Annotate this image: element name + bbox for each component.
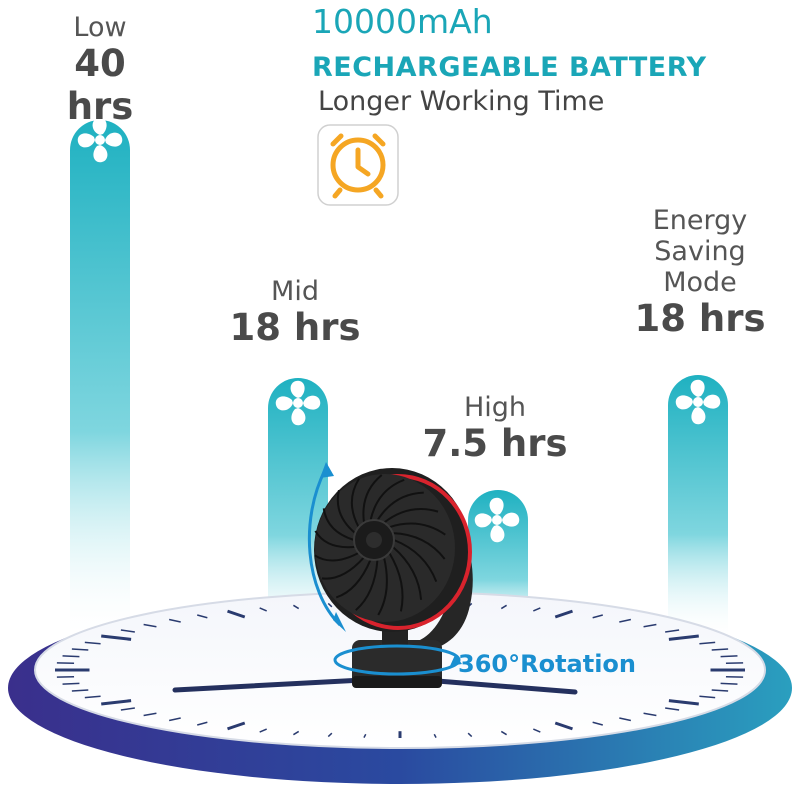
dial-tick xyxy=(433,733,437,738)
dial-tick xyxy=(533,728,541,733)
dial-tick xyxy=(533,607,541,612)
dial-tick xyxy=(168,717,181,722)
dial-tick xyxy=(84,641,101,645)
mode-mid-label: Mid 18 hrs xyxy=(220,276,370,350)
dial-tick xyxy=(665,629,680,633)
fan-blade xyxy=(314,551,360,562)
dial-tick xyxy=(711,689,729,692)
mode-duration: 18 hrs xyxy=(229,306,361,350)
fan-blade xyxy=(392,532,446,560)
mode-energy-saving-label: Energy Saving Mode 18 hrs xyxy=(615,205,785,341)
dial-tick xyxy=(619,717,632,722)
fan-blade xyxy=(389,522,446,536)
dial-tick xyxy=(592,614,603,619)
dial-tick xyxy=(554,609,573,619)
fan-blade xyxy=(393,539,438,582)
dial-tick xyxy=(554,721,573,731)
bar-energy-saving xyxy=(668,375,728,640)
fan-blade xyxy=(388,552,404,612)
fan-blade xyxy=(392,546,423,600)
mode-name: Mid xyxy=(271,276,319,307)
dial-tick xyxy=(227,721,246,731)
rotation-label: 360°Rotation xyxy=(458,650,637,678)
dial-tick xyxy=(197,721,208,726)
dial-tick xyxy=(711,648,729,651)
dial-tick xyxy=(143,712,157,717)
mode-name-line: Mode xyxy=(663,267,737,299)
mode-name-line: Saving xyxy=(654,236,746,268)
mode-duration: 40 hrs xyxy=(66,42,134,128)
dial-tick xyxy=(84,695,101,699)
fan-blade xyxy=(377,557,388,616)
dial-tick xyxy=(720,682,738,685)
dial-tick xyxy=(592,721,603,726)
fan-blade xyxy=(369,478,405,521)
dial-tick xyxy=(101,699,132,706)
dial-tick xyxy=(619,618,632,623)
dial-tick xyxy=(120,629,135,633)
dial-tick xyxy=(665,707,680,711)
dial-tick xyxy=(143,623,157,628)
fan-product xyxy=(307,462,473,688)
dial-tick xyxy=(327,732,333,738)
mode-duration: 18 hrs xyxy=(634,297,766,341)
fan-blade xyxy=(335,559,372,599)
dial-tick xyxy=(668,699,699,706)
dial-tick xyxy=(327,602,333,608)
battery-subtitle: Longer Working Time xyxy=(318,86,605,117)
fan-blade xyxy=(350,478,360,528)
dial-tick xyxy=(62,655,80,658)
dial-tick xyxy=(197,614,208,619)
dial-tick xyxy=(643,623,657,628)
dial-tick xyxy=(500,730,507,736)
dial-tick xyxy=(71,689,89,692)
dial-tick xyxy=(699,641,716,645)
mode-name: High xyxy=(463,392,527,423)
dial-tick xyxy=(500,604,507,610)
clock-icon xyxy=(330,133,386,199)
fan-blade xyxy=(314,530,356,549)
dial-tick xyxy=(168,618,181,623)
dial-tick xyxy=(71,648,89,651)
mode-low-label: Low 40 hrs xyxy=(40,12,160,128)
dial-tick xyxy=(120,707,135,711)
fan-blade xyxy=(355,559,379,611)
dial-tick xyxy=(467,732,473,738)
fan-blade xyxy=(321,556,365,580)
dial-tick xyxy=(259,607,267,612)
battery-capacity: 10000mAh xyxy=(312,2,493,41)
fan-blade xyxy=(383,508,439,524)
fan-blade xyxy=(336,489,356,534)
mode-duration: 7.5 hrs xyxy=(422,422,568,466)
mode-name-line: Energy xyxy=(652,205,748,236)
fan-blade xyxy=(322,508,355,541)
dial-tick xyxy=(699,695,716,699)
dial-tick xyxy=(259,728,267,733)
dial-tick xyxy=(720,655,738,658)
battery-title: RECHARGEABLE BATTERY xyxy=(312,52,707,83)
dial-tick xyxy=(293,604,300,610)
dial-tick xyxy=(363,733,367,738)
dial-tick xyxy=(227,609,246,619)
mode-name: Low xyxy=(73,12,127,43)
dial-tick xyxy=(643,712,657,717)
dial-tick xyxy=(62,682,80,685)
mode-high-label: High 7.5 hrs xyxy=(410,392,580,466)
dial-tick xyxy=(668,634,699,641)
clock-badge xyxy=(317,124,399,206)
dial-tick xyxy=(293,730,300,736)
fan-blade xyxy=(362,474,383,523)
bar-low xyxy=(70,117,130,640)
fan-blade xyxy=(376,491,424,521)
dial-tick xyxy=(101,634,132,641)
